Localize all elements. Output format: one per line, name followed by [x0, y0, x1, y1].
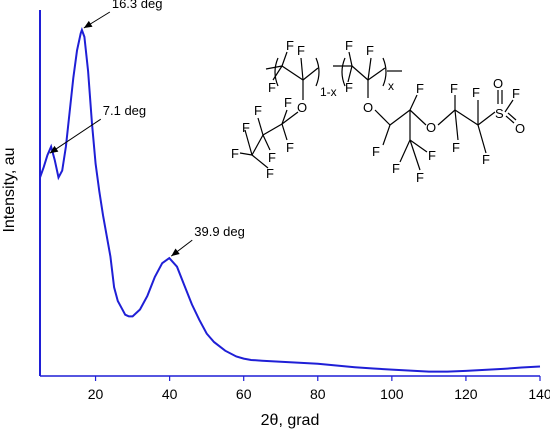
- bond-right-f2: [409, 94, 418, 111]
- atom-f: F: [452, 140, 460, 155]
- atom-f: F: [372, 144, 380, 159]
- bond-cf-6: [367, 57, 372, 81]
- bracket-left-inner-close: [315, 57, 320, 87]
- annotation-label: 39.9 deg: [194, 224, 245, 239]
- atom-f: F: [416, 170, 424, 185]
- bond-backbone-5: [351, 65, 369, 81]
- subscript-x: x: [388, 79, 394, 93]
- bond-o-c-left: [281, 111, 299, 125]
- y-axis-title: Intensity, au: [1, 147, 18, 232]
- bond-c-o-right-2: [409, 109, 427, 126]
- atom-f: F: [254, 103, 262, 118]
- atom-o: O: [363, 100, 373, 115]
- bond-left-f7: [251, 154, 269, 169]
- bond-c-c-left-2: [251, 134, 264, 156]
- bracket-right-open: [341, 57, 346, 87]
- atom-s: S: [495, 106, 504, 121]
- chemical-structure: F F F F F F 1-x x O F F F F F F F O O F …: [231, 38, 525, 185]
- bond-left-f5: [239, 152, 253, 156]
- atom-f: F: [266, 166, 274, 181]
- bond-o-c-right-1: [374, 109, 391, 126]
- atom-f: F: [345, 38, 353, 53]
- annotation-label: 16.3 deg: [112, 0, 163, 11]
- x-tick-label: 60: [236, 386, 252, 402]
- atom-f: F: [268, 80, 276, 95]
- bond-left-f1: [281, 109, 288, 125]
- atom-f: F: [231, 146, 239, 161]
- x-tick-label: 40: [162, 386, 178, 402]
- bond-backbone-1: [265, 65, 283, 70]
- atom-f: F: [242, 120, 250, 135]
- x-axis-title: 2θ, grad: [261, 412, 320, 429]
- atom-o: O: [493, 76, 503, 91]
- bond-backbone-3: [302, 67, 319, 81]
- subscript-one-minus-x: 1-x: [320, 85, 337, 99]
- atom-f: F: [286, 38, 294, 53]
- bond-cf-1: [281, 51, 288, 67]
- series-line: [39, 27, 541, 373]
- annotation-label: 7.1 deg: [103, 103, 146, 118]
- atom-f: F: [366, 43, 374, 58]
- x-tick-label: 120: [454, 386, 478, 402]
- atom-o: O: [297, 100, 307, 115]
- bracket-left-outer: [274, 57, 279, 87]
- bond-right-f1: [382, 124, 391, 146]
- bond-c-s: [477, 111, 496, 126]
- bond-left-f4: [262, 134, 271, 151]
- bond-o-c-right-2: [437, 109, 456, 126]
- bond-left-f2: [281, 123, 288, 141]
- bond-backbone-6: [367, 67, 386, 81]
- atom-o: O: [515, 121, 525, 136]
- bond-left-f3: [257, 117, 264, 136]
- atom-f: F: [284, 95, 292, 110]
- atom-f: F: [472, 85, 480, 100]
- x-ticks: 20 40 60 80 100 120 140: [88, 376, 550, 402]
- atom-f: F: [428, 148, 436, 163]
- bond-cf-4: [348, 51, 353, 67]
- bond-c-c-right-2: [454, 109, 479, 126]
- annotation-arrow-line: [49, 118, 102, 154]
- annotation-arrow-head: [171, 248, 180, 257]
- bond-c-c-right-1: [389, 109, 411, 126]
- x-tick-label: 100: [380, 386, 404, 402]
- bracket-right-close: [382, 57, 387, 87]
- atom-f: F: [482, 152, 490, 167]
- atom-f: F: [512, 86, 520, 101]
- atom-f: F: [416, 81, 424, 96]
- bond-backbone-2: [281, 65, 304, 81]
- atom-f: F: [297, 43, 305, 58]
- atom-o: O: [426, 120, 436, 135]
- x-tick-label: 20: [88, 386, 104, 402]
- bond-left-f6: [244, 129, 253, 156]
- x-tick-label: 140: [528, 386, 550, 402]
- bond-c-c-left-1: [262, 123, 283, 136]
- bond-so-2b: [507, 112, 517, 121]
- bond-cf-2: [272, 65, 283, 81]
- bond-s-f: [504, 99, 514, 113]
- annotation-arrow-head: [49, 145, 59, 154]
- bond-cf-5: [347, 65, 353, 83]
- atom-f: F: [392, 161, 400, 176]
- atom-f: F: [345, 80, 353, 95]
- bond-cf3-f2: [409, 139, 421, 171]
- bond-cf-3: [300, 57, 304, 81]
- bond-cf3-f1: [399, 139, 411, 163]
- bond-so-2a: [505, 115, 515, 124]
- bond-right-f4: [454, 109, 459, 141]
- annotation-arrow-head: [83, 20, 93, 28]
- atom-f: F: [450, 81, 458, 96]
- peak-annotations: 16.3 deg 7.1 deg 39.9 deg: [49, 0, 245, 257]
- bond-right-f6: [477, 124, 487, 154]
- atom-f: F: [286, 140, 294, 155]
- atom-f: F: [268, 150, 276, 165]
- x-tick-label: 80: [310, 386, 326, 402]
- bond-cf3-f3: [409, 139, 428, 153]
